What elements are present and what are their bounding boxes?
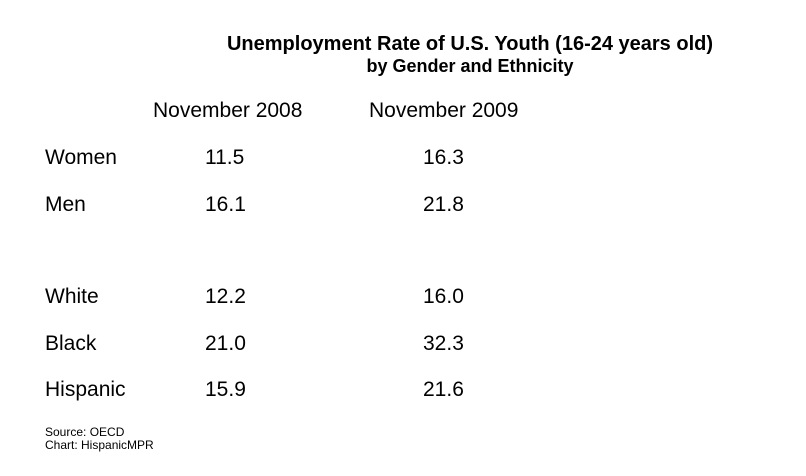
source-note: Source: OECD <box>45 425 125 439</box>
cell-women-2008: 11.5 <box>205 146 245 169</box>
cell-men-2008: 16.1 <box>205 193 246 216</box>
cell-women-2009: 16.3 <box>423 146 464 169</box>
cell-white-2008: 12.2 <box>205 285 246 308</box>
row-label-white: White <box>45 285 99 308</box>
column-header-2008: November 2008 <box>153 99 303 122</box>
row-label-hispanic: Hispanic <box>45 378 126 401</box>
row-label-women: Women <box>45 146 117 169</box>
cell-white-2009: 16.0 <box>423 285 464 308</box>
chart-subtitle: by Gender and Ethnicity <box>366 56 574 76</box>
row-label-black: Black <box>45 332 97 355</box>
column-header-2009: November 2009 <box>369 99 519 122</box>
cell-black-2009: 32.3 <box>423 332 464 355</box>
cell-hispanic-2009: 21.6 <box>423 378 464 401</box>
chart-title: Unemployment Rate of U.S. Youth (16-24 y… <box>226 33 714 55</box>
cell-hispanic-2008: 15.9 <box>205 378 246 401</box>
row-label-men: Men <box>45 193 86 216</box>
cell-men-2009: 21.8 <box>423 193 464 216</box>
chart-credit: Chart: HispanicMPR <box>45 438 154 452</box>
cell-black-2008: 21.0 <box>205 332 246 355</box>
